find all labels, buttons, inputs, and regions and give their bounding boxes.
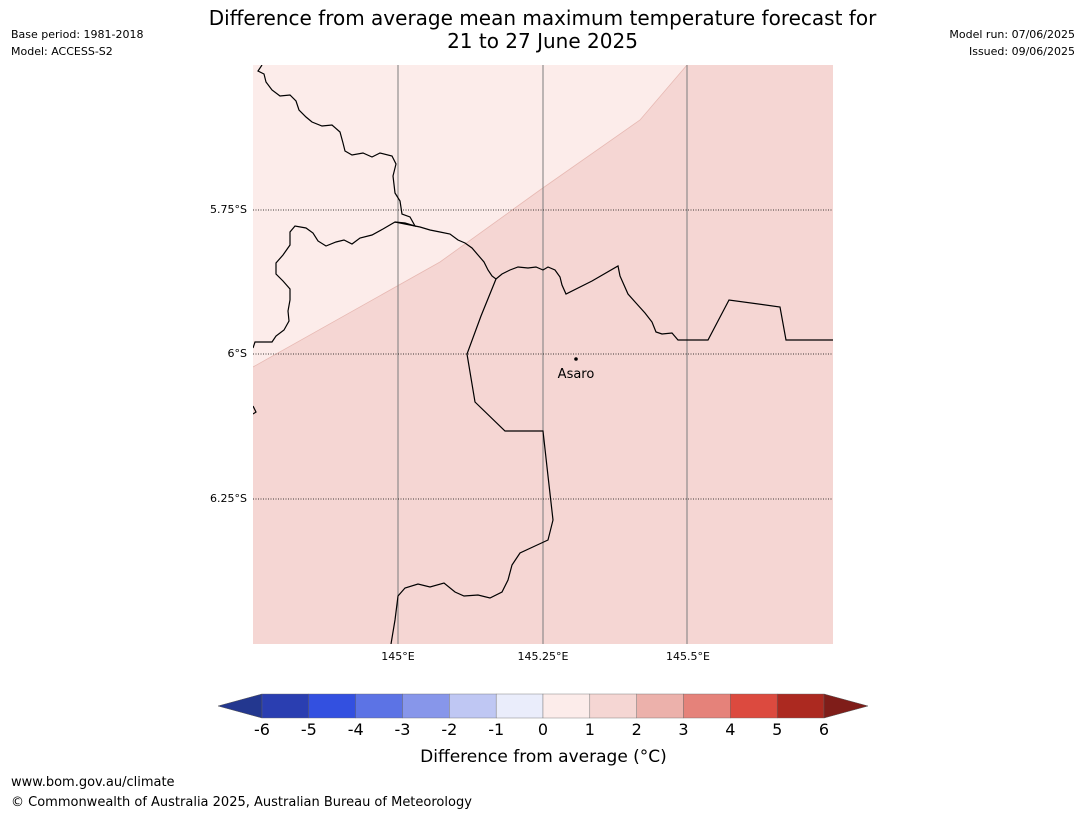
colorbar-tick-label: -6 — [254, 720, 270, 739]
boundary-fragment — [253, 405, 257, 415]
colorbar-cell — [308, 693, 356, 719]
colorbar-cell — [542, 693, 591, 719]
boundary-line-south — [390, 278, 554, 644]
town-marker — [574, 357, 578, 361]
boundary-line-east — [394, 221, 833, 341]
colorbar-tick-label: 0 — [538, 720, 548, 739]
longitude-label: 145.5°E — [666, 650, 710, 663]
colorbar-cell — [261, 693, 310, 719]
map-area: Asaro — [253, 65, 833, 644]
colorbar-tick-label: 6 — [819, 720, 829, 739]
colorbar-cell — [449, 693, 497, 719]
colorbar-tick-label: 2 — [632, 720, 642, 739]
colorbar-cell — [355, 693, 403, 719]
longitude-label: 145.25°E — [518, 650, 569, 663]
colorbar-cell — [636, 693, 684, 719]
colorbar-cell — [776, 693, 825, 719]
meta-left: Base period: 1981-2018 Model: ACCESS-S2 — [11, 26, 143, 60]
footer-url: www.bom.gov.au/climate — [11, 775, 175, 790]
title-line-1: Difference from average mean maximum tem… — [208, 6, 877, 30]
model-run-text: Model run: 07/06/2025 — [949, 28, 1075, 41]
town-label: Asaro — [558, 367, 595, 382]
colorbar-cell — [495, 693, 544, 719]
latitude-label: 5.75°S — [210, 203, 247, 216]
footer-copyright: © Commonwealth of Australia 2025, Austra… — [11, 795, 472, 810]
meta-right: Model run: 07/06/2025 Issued: 09/06/2025 — [949, 26, 1075, 60]
longitude-label: 145°E — [381, 650, 414, 663]
issued-text: Issued: 09/06/2025 — [968, 45, 1075, 58]
colorbar-tick-label: 3 — [678, 720, 688, 739]
colorbar-tick-label: -5 — [301, 720, 317, 739]
model-text: Model: ACCESS-S2 — [11, 45, 113, 58]
colorbar-cell — [730, 693, 778, 719]
map-title: Difference from average mean maximum tem… — [0, 7, 1085, 53]
colorbar-cell — [589, 693, 637, 719]
colorbar: -6 -5 -4 -3 -2 -1 0 1 2 3 4 5 6 — [217, 693, 869, 739]
contour-line — [253, 65, 688, 368]
base-period-text: Base period: 1981-2018 — [11, 28, 144, 41]
colorbar-tick-label: 5 — [772, 720, 782, 739]
colorbar-extend-low — [217, 693, 263, 719]
colorbar-tick-label: 1 — [585, 720, 595, 739]
title-line-2: 21 to 27 June 2025 — [447, 29, 638, 53]
colorbar-tick-label: 4 — [725, 720, 735, 739]
latitude-label: 6.25°S — [210, 492, 247, 505]
colorbar-tick-label: -1 — [488, 720, 504, 739]
latitude-label: 6°S — [228, 347, 247, 360]
colorbar-title: Difference from average (°C) — [0, 747, 1085, 767]
anomaly-zone-0-to-1 — [253, 65, 687, 367]
colorbar-cell — [402, 693, 450, 719]
colorbar-tick-label: -2 — [441, 720, 457, 739]
colorbar-tick-label: -4 — [348, 720, 364, 739]
colorbar-extend-high — [823, 693, 869, 719]
colorbar-tick-label: -3 — [395, 720, 411, 739]
colorbar-title-text: Difference from average (°C) — [420, 747, 667, 767]
colorbar-cell — [683, 693, 731, 719]
